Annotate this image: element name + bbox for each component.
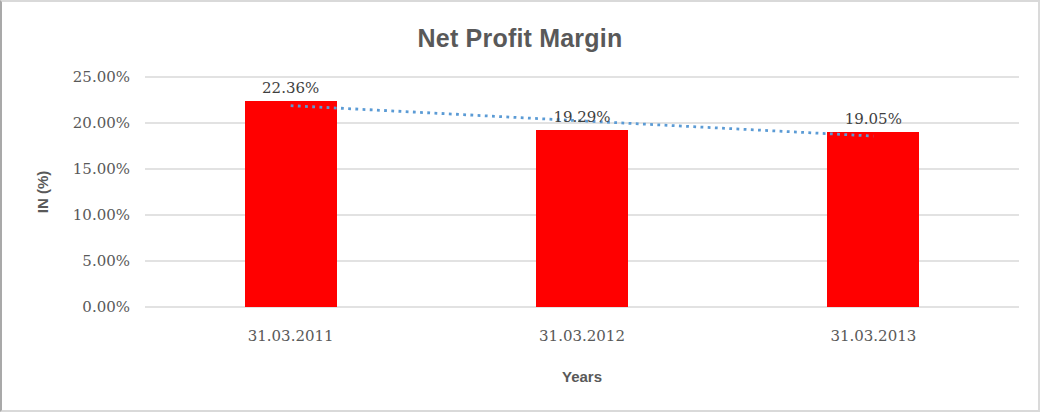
y-tick-label: 15.00% xyxy=(2,159,130,179)
x-tick-label: 31.03.2011 xyxy=(221,327,361,345)
y-tick-label: 20.00% xyxy=(2,113,130,133)
y-tick-label: 5.00% xyxy=(2,251,130,271)
trendline-layer xyxy=(2,2,1040,412)
data-label: 19.05% xyxy=(803,110,943,128)
y-tick-label: 10.00% xyxy=(2,205,130,225)
chart-container: Net Profit Margin IN (%) Years 0.00%5.00… xyxy=(0,0,1040,412)
x-tick-label: 31.03.2013 xyxy=(803,327,943,345)
y-tick-label: 25.00% xyxy=(2,67,130,87)
x-tick-label: 31.03.2012 xyxy=(512,327,652,345)
y-tick-label: 0.00% xyxy=(2,297,130,317)
data-label: 22.36% xyxy=(221,79,361,97)
data-label: 19.29% xyxy=(512,108,652,126)
